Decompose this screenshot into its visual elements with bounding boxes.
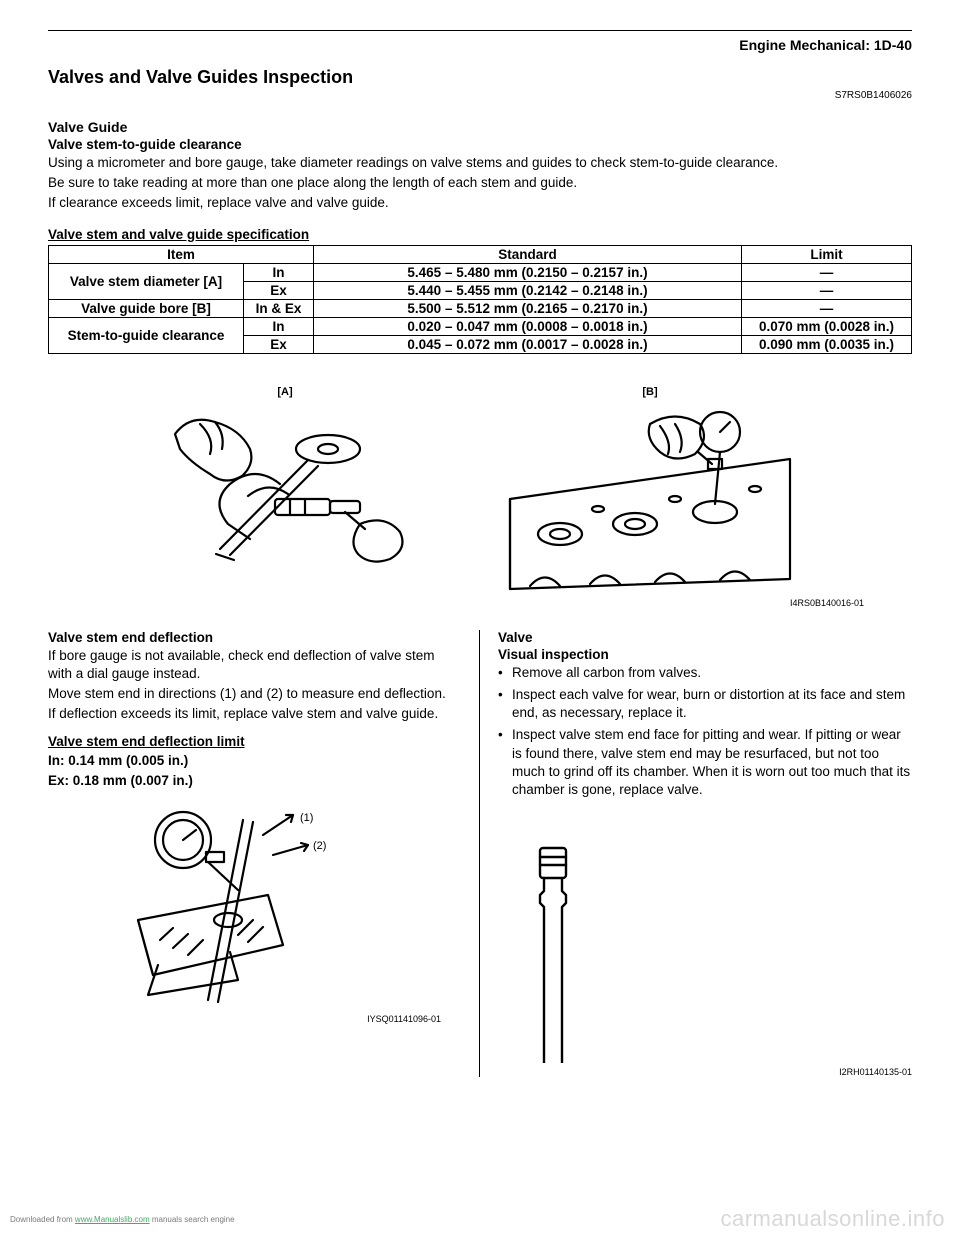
figure-row-caption: I4RS0B140016-01 [48, 598, 912, 608]
cell-sub-2: In & Ex [244, 299, 314, 317]
visual-inspection-heading: Visual inspection [498, 647, 912, 662]
stem-clearance-heading: Valve stem-to-guide clearance [48, 137, 912, 152]
valve-guide-heading: Valve Guide [48, 119, 912, 135]
valve-fig-caption: I2RH01140135-01 [498, 1067, 912, 1077]
running-head: Engine Mechanical: 1D-40 [48, 37, 912, 53]
cell-std-3: 0.020 – 0.047 mm (0.0008 – 0.0018 in.) [314, 317, 742, 335]
cell-limit-3: 0.070 mm (0.0028 in.) [742, 317, 912, 335]
cell-item-0: Valve stem diameter [A] [49, 263, 244, 299]
bore-gauge-illustration [500, 404, 800, 594]
cell-item-2: Valve guide bore [B] [49, 299, 244, 317]
bullet-3: Inspect valve stem end face for pitting … [498, 726, 912, 799]
spec-table: Item Standard Limit Valve stem diameter … [48, 245, 912, 354]
cell-item-3: Stem-to-guide clearance [49, 317, 244, 353]
footer-post: manuals search engine [150, 1215, 235, 1224]
cell-limit-1: — [742, 281, 912, 299]
bullet-2: Inspect each valve for wear, burn or dis… [498, 686, 912, 722]
doc-code: S7RS0B1406026 [48, 90, 912, 101]
th-limit: Limit [742, 245, 912, 263]
deflection-illustration [88, 800, 388, 1010]
cell-std-0: 5.465 – 5.480 mm (0.2150 – 0.2157 in.) [314, 263, 742, 281]
figure-a: [A] [160, 404, 410, 594]
deflection-heading: Valve stem end deflection [48, 630, 461, 645]
cell-limit-0: — [742, 263, 912, 281]
arrow-1-label: (1) [300, 812, 313, 824]
deflection-p3: If deflection exceeds its limit, replace… [48, 705, 461, 723]
th-standard: Standard [314, 245, 742, 263]
deflection-p1: If bore gauge is not available, check en… [48, 647, 461, 683]
deflection-fig-caption: IYSQ01141096-01 [48, 1014, 461, 1024]
footer-pre: Downloaded from [10, 1215, 75, 1224]
valve-heading: Valve [498, 630, 912, 645]
cell-sub-3: In [244, 317, 314, 335]
figure-b-label: [B] [642, 386, 657, 398]
watermark: carmanualsonline.info [720, 1206, 945, 1232]
th-item: Item [49, 245, 314, 263]
footer: Downloaded from www.Manualslib.com manua… [10, 1215, 235, 1224]
spec-table-title: Valve stem and valve guide specification [48, 227, 912, 242]
cell-limit-2: — [742, 299, 912, 317]
figure-b: [B] [500, 404, 800, 594]
para-2: Be sure to take reading at more than one… [48, 174, 912, 192]
cell-sub-0: In [244, 263, 314, 281]
cell-limit-4: 0.090 mm (0.0035 in.) [742, 335, 912, 353]
arrow-2-label: (2) [313, 840, 326, 852]
valve-stem-illustration [498, 843, 608, 1063]
bullet-1: Remove all carbon from valves. [498, 664, 912, 682]
footer-link[interactable]: www.Manualslib.com [75, 1215, 150, 1224]
deflection-limit-ex: Ex: 0.18 mm (0.007 in.) [48, 772, 461, 790]
micrometer-illustration [160, 404, 410, 594]
cell-sub-4: Ex [244, 335, 314, 353]
para-3: If clearance exceeds limit, replace valv… [48, 194, 912, 212]
cell-std-2: 5.500 – 5.512 mm (0.2165 – 0.2170 in.) [314, 299, 742, 317]
section-title: Valves and Valve Guides Inspection [48, 67, 912, 88]
cell-std-4: 0.045 – 0.072 mm (0.0017 – 0.0028 in.) [314, 335, 742, 353]
cell-sub-1: Ex [244, 281, 314, 299]
deflection-limit-title: Valve stem end deflection limit [48, 734, 461, 749]
cell-std-1: 5.440 – 5.455 mm (0.2142 – 0.2148 in.) [314, 281, 742, 299]
deflection-limit-in: In: 0.14 mm (0.005 in.) [48, 752, 461, 770]
deflection-p2: Move stem end in directions (1) and (2) … [48, 685, 461, 703]
figure-a-label: [A] [277, 386, 292, 398]
para-1: Using a micrometer and bore gauge, take … [48, 154, 912, 172]
